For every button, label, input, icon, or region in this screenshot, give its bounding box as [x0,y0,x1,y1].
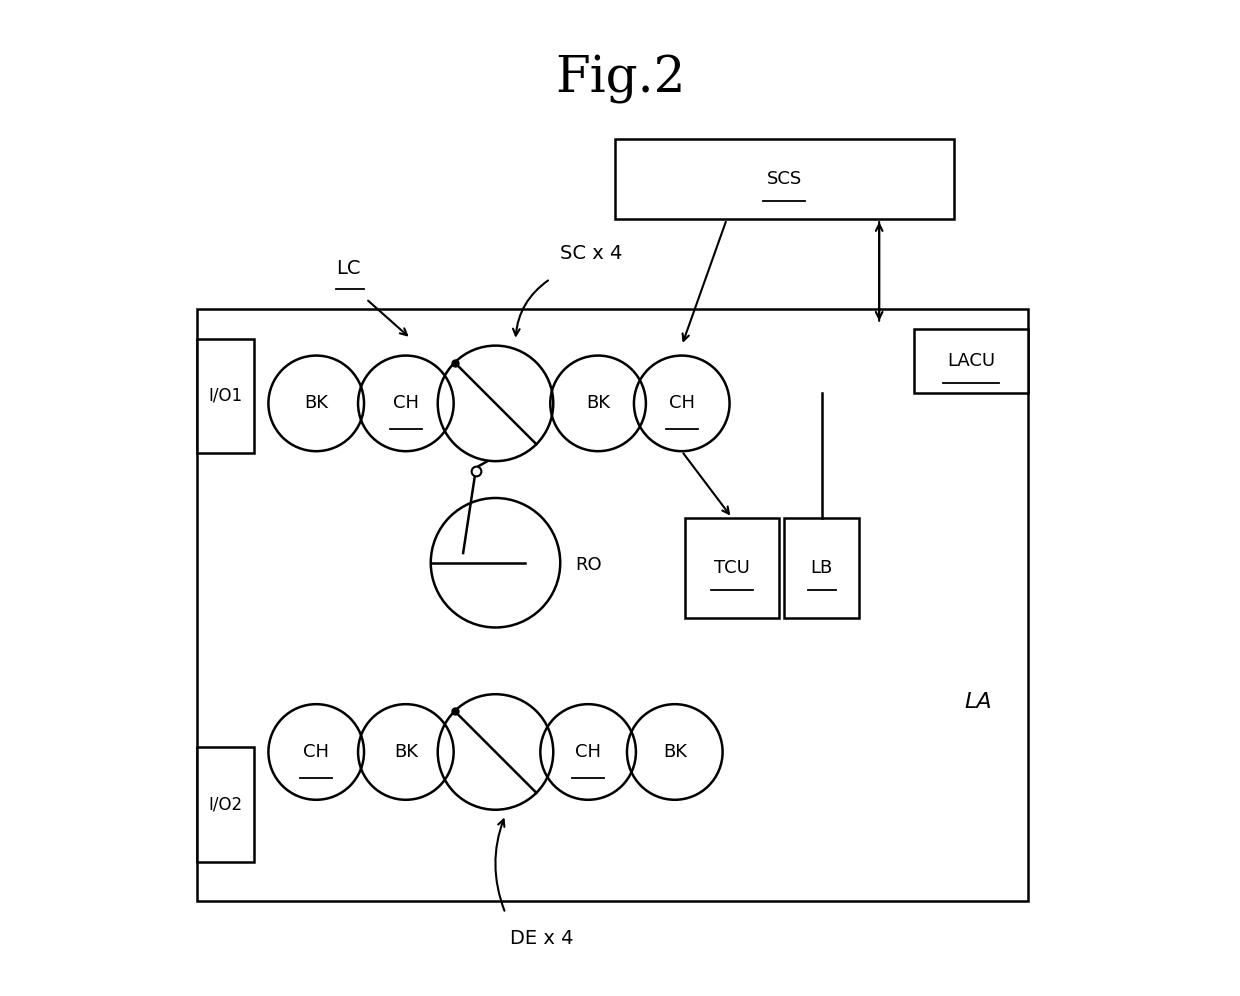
Text: DE x 4: DE x 4 [511,928,574,948]
Text: CH: CH [668,394,694,412]
Text: SC x 4: SC x 4 [560,244,622,264]
FancyBboxPatch shape [197,339,254,453]
Text: CH: CH [575,743,601,761]
FancyBboxPatch shape [914,329,1028,393]
Text: LC: LC [336,259,361,279]
FancyBboxPatch shape [684,518,780,618]
Text: RO: RO [575,556,601,574]
Text: LA: LA [965,692,992,712]
Text: BK: BK [662,743,687,761]
Text: BK: BK [304,394,329,412]
Text: LB: LB [811,559,833,577]
Text: CH: CH [304,743,329,761]
Text: TCU: TCU [714,559,750,577]
Text: I/O2: I/O2 [208,795,243,814]
FancyBboxPatch shape [197,309,1028,901]
FancyBboxPatch shape [197,747,254,862]
Text: LACU: LACU [947,352,996,371]
Text: CH: CH [393,394,419,412]
Text: I/O1: I/O1 [208,386,243,405]
Text: BK: BK [394,743,418,761]
FancyBboxPatch shape [615,139,954,219]
FancyBboxPatch shape [785,518,859,618]
Text: SCS: SCS [766,170,802,188]
Text: BK: BK [587,394,610,412]
Text: Fig.2: Fig.2 [554,55,686,105]
